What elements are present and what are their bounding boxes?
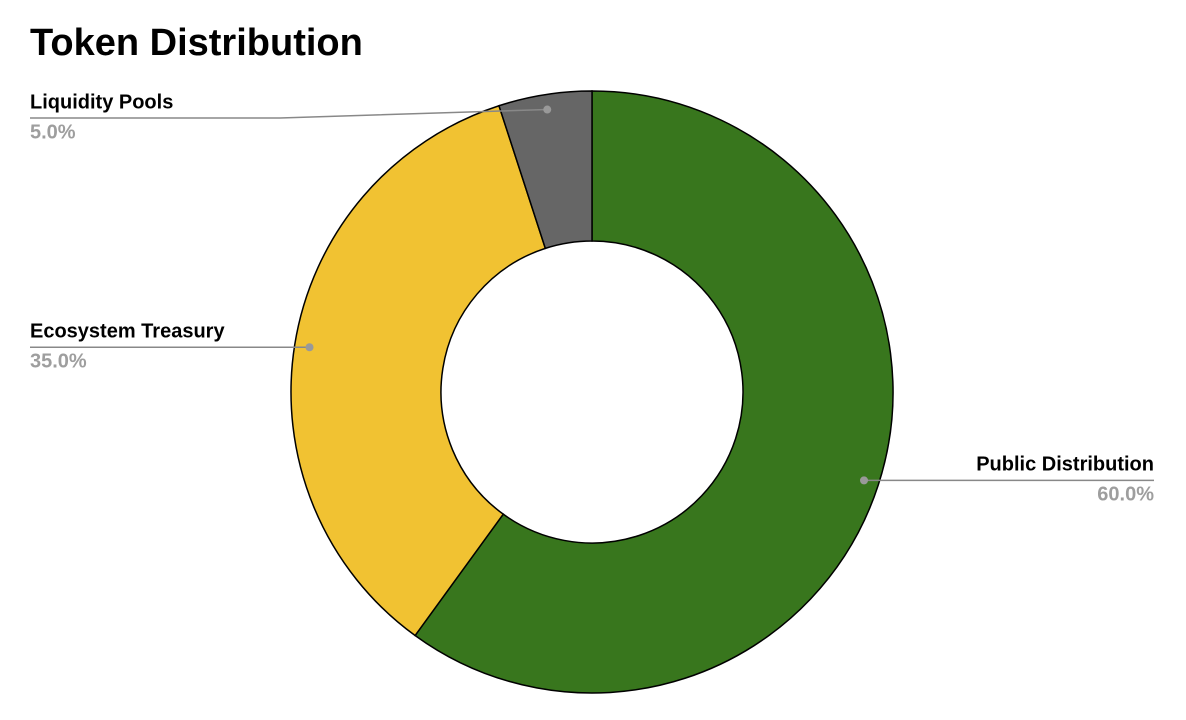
slice-value-label: 5.0% [30,121,76,143]
chart-title: Token Distribution [30,22,363,64]
slice-value-label: 35.0% [30,351,87,373]
slice-label: Liquidity Pools [30,91,173,113]
slice-value-label: 60.0% [1097,484,1154,506]
slice-label: Ecosystem Treasury [30,321,225,343]
leader-dot [543,105,552,114]
slice [498,90,593,250]
slice [414,90,894,694]
leader-dot [305,343,314,352]
slice-label: Public Distribution [976,454,1154,476]
leader-line [30,108,548,119]
slice [290,104,547,637]
leader-dot [860,476,869,485]
